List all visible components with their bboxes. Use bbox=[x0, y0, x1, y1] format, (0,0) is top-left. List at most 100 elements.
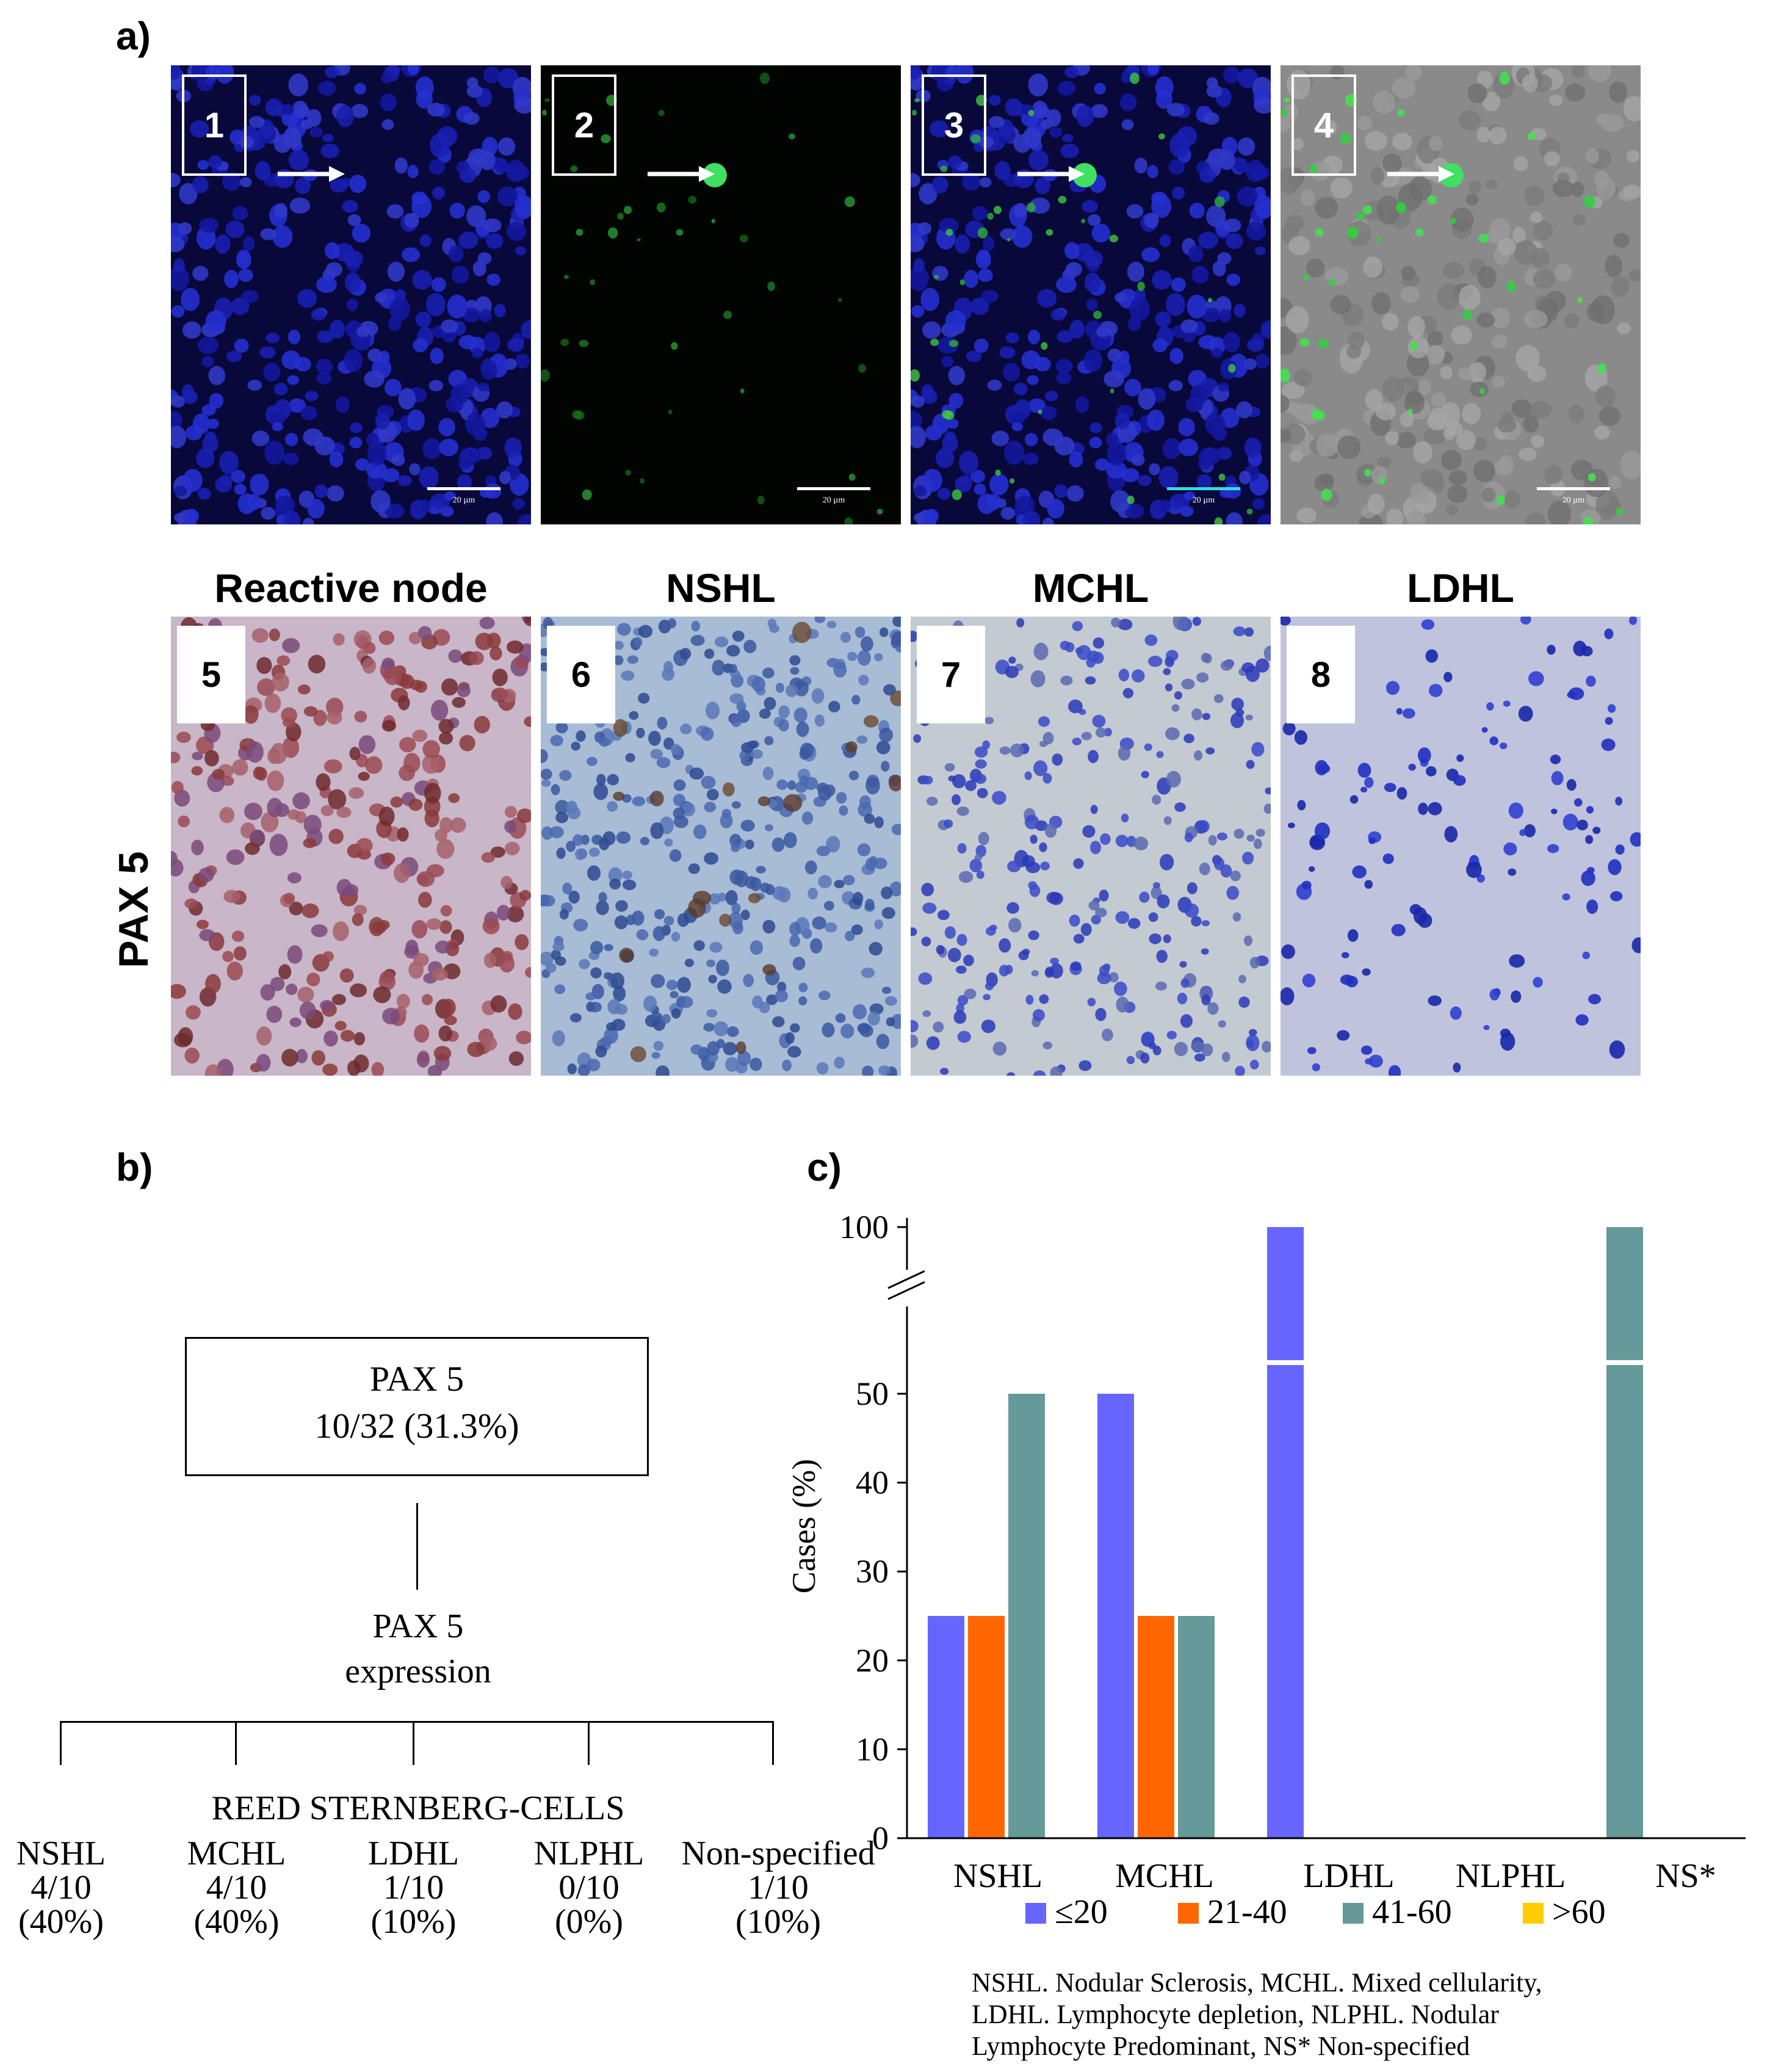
leaf-pct: (10%) bbox=[370, 1903, 457, 1941]
y-tick-label: 100 bbox=[839, 1209, 889, 1245]
legend-label: 21-40 bbox=[1207, 1893, 1287, 1929]
leaf-count: 4/10 bbox=[206, 1869, 267, 1907]
tree-branch bbox=[772, 1721, 774, 1765]
category-label: MCHL bbox=[1115, 1857, 1214, 1895]
legend-swatch bbox=[1343, 1903, 1364, 1924]
bar-chart: 0 10 20 30 40 50 100 Cases (%) NSHL MCHL LDHL NLPHL… bbox=[786, 1209, 1746, 1929]
image-number-6: 6 bbox=[547, 626, 615, 723]
image-number-2: 2 bbox=[552, 74, 616, 176]
panel-b-label: b) bbox=[116, 1145, 153, 1189]
leaf-name: NLPHL bbox=[533, 1835, 645, 1872]
y-tick-label: 20 bbox=[856, 1642, 889, 1679]
image-number-4: 4 bbox=[1291, 74, 1356, 176]
legend-swatch bbox=[1178, 1903, 1199, 1924]
leaf-count: 0/10 bbox=[558, 1869, 620, 1907]
tree-branch bbox=[588, 1721, 590, 1765]
tree-connector bbox=[416, 1503, 418, 1590]
root-box bbox=[185, 1337, 649, 1476]
scale-bar-label: 20 µm bbox=[452, 496, 475, 505]
y-tick-label: 40 bbox=[856, 1465, 889, 1501]
tree-branch bbox=[60, 1721, 62, 1765]
category-label: NS* bbox=[1655, 1857, 1716, 1895]
panel-a-label: a) bbox=[116, 14, 151, 58]
ihc-image-5 bbox=[171, 617, 531, 1076]
axis-break-mark bbox=[887, 1281, 925, 1300]
arrow-icon bbox=[1017, 166, 1085, 182]
legend-label: >60 bbox=[1552, 1893, 1606, 1929]
fluorescence-image-3 bbox=[911, 65, 1271, 524]
leaf-name: NSHL bbox=[16, 1835, 106, 1872]
leaf-name: Non-specified bbox=[681, 1835, 875, 1872]
tree-branch bbox=[413, 1721, 414, 1765]
y-tick-label: 0 bbox=[872, 1820, 889, 1856]
tree-bracket bbox=[60, 1721, 774, 1723]
leaf-pct: (40%) bbox=[18, 1903, 104, 1941]
scale-bar-label: 20 µm bbox=[1192, 496, 1215, 505]
middle-line2: expression bbox=[345, 1653, 491, 1690]
image-number-8: 8 bbox=[1287, 626, 1355, 723]
ihc-image-7 bbox=[911, 617, 1271, 1076]
image-number-3: 3 bbox=[922, 74, 986, 176]
bar bbox=[1138, 1616, 1174, 1838]
tree-branch bbox=[235, 1721, 237, 1765]
footnote-line: NSHL. Nodular Sclerosis, MCHL. Mixed cel… bbox=[972, 1968, 1542, 1998]
fluorescence-image-1 bbox=[171, 65, 531, 524]
bar bbox=[1178, 1616, 1215, 1838]
legend-label: 41-60 bbox=[1372, 1893, 1452, 1929]
ihc-title-mchl: MCHL bbox=[1032, 565, 1149, 610]
y-axis-label: Cases (%) bbox=[786, 1459, 822, 1593]
scale-bar bbox=[427, 487, 500, 490]
legend-swatch bbox=[1025, 1903, 1046, 1924]
fluorescence-image-4 bbox=[1281, 65, 1641, 524]
category-label: LDHL bbox=[1303, 1857, 1394, 1895]
footnote: NSHL. Nodular Sclerosis, MCHL. Mixed cel… bbox=[972, 1967, 1765, 2062]
bar bbox=[1606, 1227, 1643, 1838]
fluorescence-image-2 bbox=[541, 65, 901, 524]
y-tick-label: 10 bbox=[856, 1731, 889, 1767]
footnote-line: LDHL. Lymphocyte depletion, NLPHL. Nodul… bbox=[972, 1999, 1499, 2029]
leaf-nshl: NSHL 4/10 (40%) bbox=[0, 1836, 122, 1939]
bar bbox=[968, 1616, 1005, 1838]
image-number-1: 1 bbox=[182, 74, 247, 176]
leaf-nlphl: NLPHL 0/10 (0%) bbox=[519, 1836, 659, 1939]
bar-break-gap bbox=[1266, 1360, 1304, 1365]
leaf-pct: (0%) bbox=[555, 1903, 623, 1941]
bar bbox=[928, 1616, 964, 1838]
arrow-icon bbox=[1387, 166, 1454, 182]
panel-c-label: c) bbox=[807, 1145, 842, 1189]
category-label: NSHL bbox=[953, 1857, 1042, 1895]
pax5-row-label: PAX 5 bbox=[110, 851, 157, 968]
image-number-5: 5 bbox=[177, 626, 245, 723]
scale-bar bbox=[797, 487, 870, 490]
bar bbox=[1097, 1394, 1134, 1838]
leaf-mchl: MCHL 4/10 (40%) bbox=[174, 1836, 299, 1939]
bar bbox=[1267, 1227, 1304, 1838]
scale-bar-label: 20 µm bbox=[1562, 496, 1585, 505]
legend-swatch bbox=[1523, 1903, 1544, 1924]
group-label: REED STERNBERG-CELLS bbox=[211, 1789, 625, 1827]
leaf-non-specified: Non-specified 1/10 (10%) bbox=[665, 1836, 891, 1939]
scale-bar-label: 20 µm bbox=[822, 496, 845, 505]
middle-line1: PAX 5 bbox=[372, 1607, 464, 1645]
leaf-count: 4/10 bbox=[31, 1869, 92, 1907]
leaf-pct: (10%) bbox=[735, 1903, 821, 1941]
axis-break-mark bbox=[887, 1270, 925, 1289]
footnote-line: Lymphocyte Predominant, NS* Non-specifie… bbox=[972, 2031, 1470, 2061]
leaf-ldhl: LDHL 1/10 (10%) bbox=[351, 1836, 476, 1939]
scale-bar bbox=[1167, 487, 1240, 490]
leaf-count: 1/10 bbox=[748, 1869, 809, 1907]
category-label: NLPHL bbox=[1456, 1857, 1566, 1895]
scale-bar bbox=[1537, 487, 1610, 490]
y-tick-label: 30 bbox=[856, 1553, 889, 1590]
leaf-name: LDHL bbox=[367, 1835, 460, 1872]
leaf-count: 1/10 bbox=[383, 1869, 444, 1907]
y-tick-label: 50 bbox=[856, 1375, 889, 1412]
legend-label: ≤20 bbox=[1055, 1893, 1108, 1929]
ihc-title-ldhl: LDHL bbox=[1407, 565, 1514, 610]
leaf-pct: (40%) bbox=[193, 1903, 280, 1941]
arrow-icon bbox=[648, 166, 715, 182]
leaf-name: MCHL bbox=[187, 1835, 286, 1872]
root-line2: 10/32 (31.3%) bbox=[314, 1406, 519, 1446]
image-number-7: 7 bbox=[917, 626, 985, 723]
arrow-icon bbox=[278, 166, 345, 182]
